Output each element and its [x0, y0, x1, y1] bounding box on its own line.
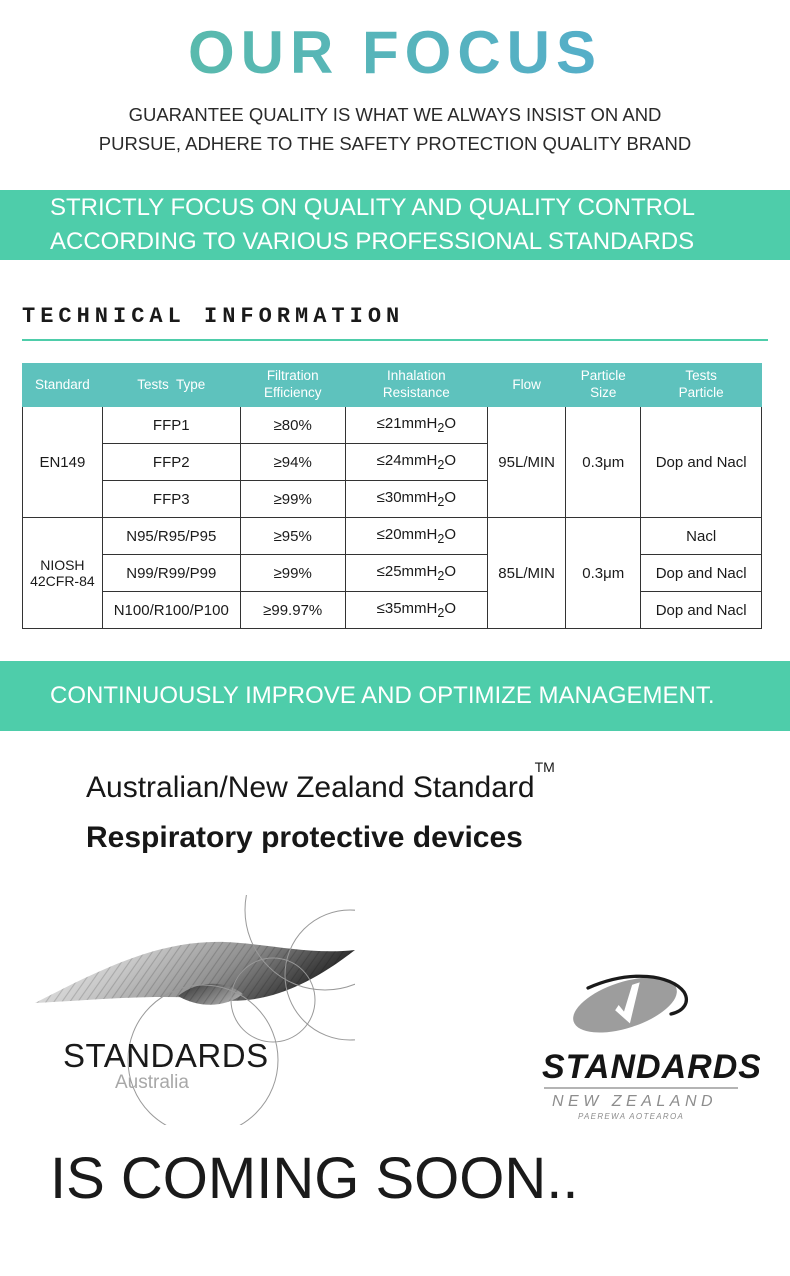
svg-text:PAEREWA AOTEAROA: PAEREWA AOTEAROA	[578, 1112, 684, 1121]
svg-text:STANDARDS: STANDARDS	[63, 1037, 269, 1074]
svg-text:STANDARDS: STANDARDS	[542, 1048, 760, 1086]
svg-text:Australia: Australia	[115, 1072, 189, 1093]
svg-text:NEW ZEALAND: NEW ZEALAND	[552, 1093, 717, 1110]
